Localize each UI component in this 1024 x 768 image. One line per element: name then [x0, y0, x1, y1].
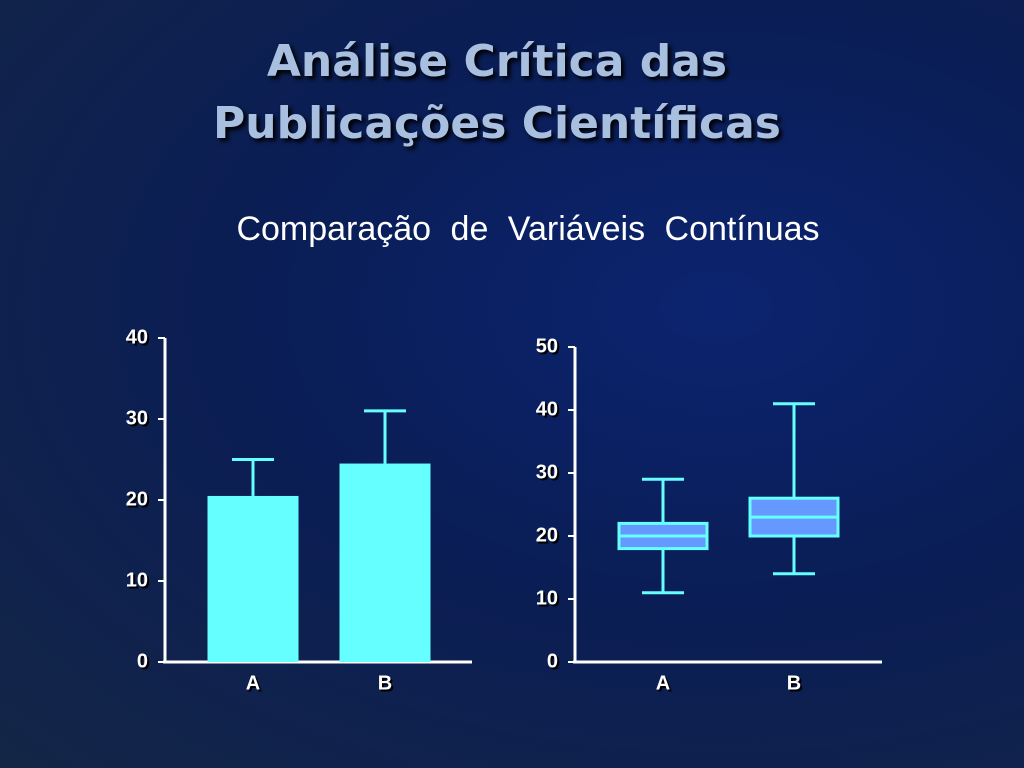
- x-tick-label: B: [378, 672, 392, 694]
- x-tick-label: B: [787, 672, 801, 694]
- y-tick-label: 40: [536, 398, 558, 420]
- title-line: Publicações Científicas: [213, 98, 781, 149]
- x-tick-label: A: [656, 672, 670, 694]
- y-tick-label: 10: [126, 569, 148, 591]
- y-tick-label: 30: [126, 407, 148, 429]
- y-tick-label: 20: [126, 488, 148, 510]
- y-tick-label: 40: [126, 326, 148, 348]
- y-tick-label: 20: [536, 524, 558, 546]
- y-tick-label: 50: [536, 335, 558, 357]
- y-tick-label: 0: [137, 650, 148, 672]
- subtitle: Comparação de Variáveis Contínuas: [236, 210, 819, 248]
- y-tick-label: 10: [536, 587, 558, 609]
- bar: [207, 495, 299, 662]
- bar: [339, 463, 431, 662]
- x-tick-label: A: [246, 672, 260, 694]
- y-tick-label: 30: [536, 461, 558, 483]
- y-tick-label: 0: [547, 650, 558, 672]
- title-line: Análise Crítica das: [267, 36, 727, 87]
